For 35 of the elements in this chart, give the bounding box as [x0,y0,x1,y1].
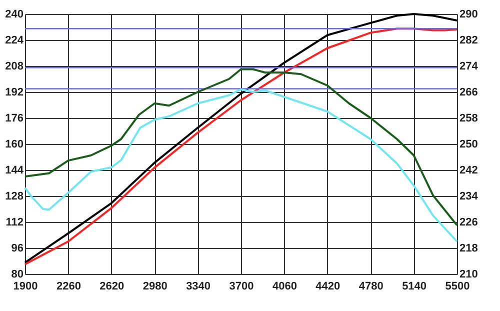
y2-tick-label: 242 [460,164,478,176]
y-tick-label: 96 [11,242,24,254]
y-tick-label: 160 [5,138,24,150]
x-tick-label: 2260 [56,280,81,292]
y2-tick-label: 266 [460,86,478,98]
x-tick-label: 1900 [13,280,38,292]
y2-tick-label: 282 [460,34,478,46]
y-tick-label: 144 [5,164,24,176]
x-tick-label: 4060 [272,280,297,292]
y-tick-label: 192 [5,86,24,98]
y-tick-label: 176 [5,112,24,124]
y-tick-label: 128 [5,190,24,202]
y2-tick-label: 290 [460,8,478,20]
x-tick-label: 5500 [445,280,470,292]
x-tick-label: 2620 [100,280,124,292]
x-tick-label: 3700 [229,280,254,292]
x-tick-label: 2980 [142,280,168,292]
y2-tick-label: 226 [460,216,478,228]
y2-tick-label: 234 [460,190,479,202]
y2-tick-label: 258 [460,112,478,124]
x-tick-label: 4780 [358,280,384,292]
y2-tick-label: 250 [460,138,478,150]
x-tick-label: 5140 [402,280,427,292]
y2-tick-label: 210 [460,268,478,280]
y-tick-label: 240 [5,8,24,20]
y-tick-label: 80 [11,268,24,280]
y-tick-label: 208 [5,60,24,72]
y2-tick-label: 274 [460,60,479,72]
y-tick-label: 112 [6,216,24,228]
line-series [24,68,458,226]
y2-tick-label: 218 [460,242,478,254]
x-tick-label: 4420 [316,280,340,292]
x-tick-label: 3340 [186,280,211,292]
y-tick-label: 224 [5,34,24,46]
line-series [24,88,458,242]
